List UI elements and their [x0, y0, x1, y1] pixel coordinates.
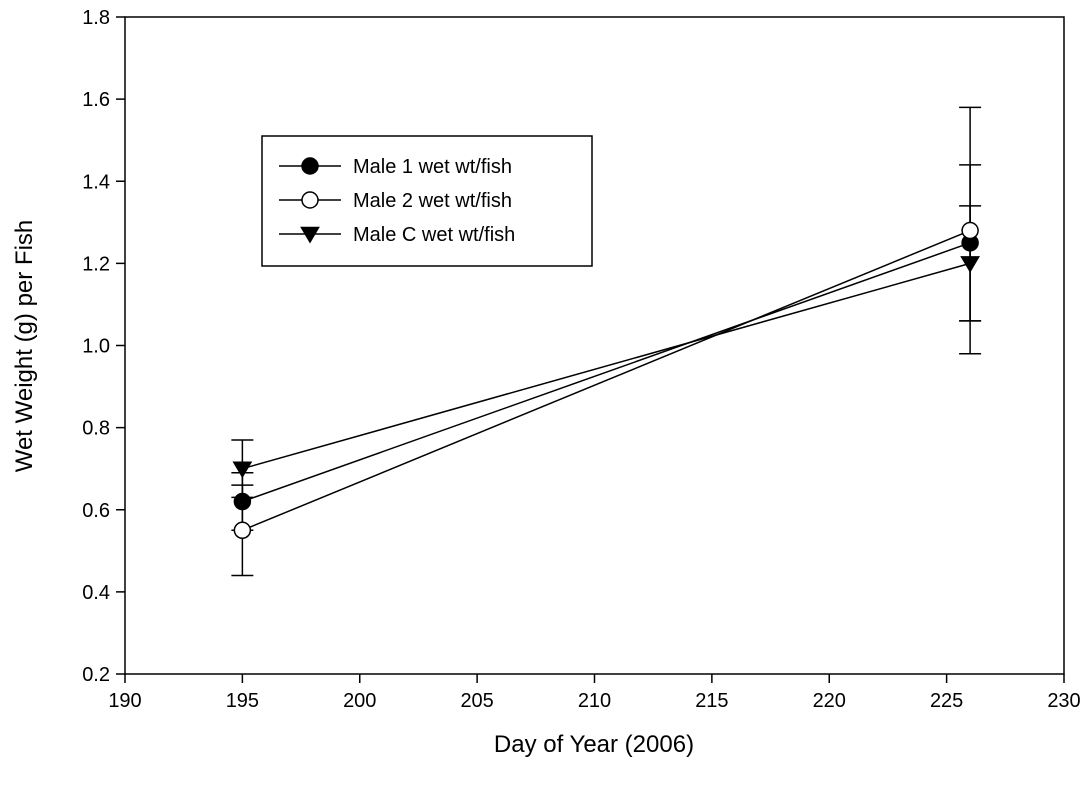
x-tick-label-200: 200: [343, 690, 376, 712]
legend-label-1: Male 1 wet wt/fish: [353, 156, 512, 178]
x-tick-label-215: 215: [695, 690, 728, 712]
x-tick-label-210: 210: [578, 690, 611, 712]
x-tick-label-230: 230: [1047, 690, 1080, 712]
y-tick-label-0.2: 0.2: [82, 664, 110, 686]
y-tick-label-1.6: 1.6: [82, 89, 110, 111]
series-line-1: [242, 242, 971, 503]
series-line-3: [242, 262, 971, 470]
data-point-s3-p2: [960, 256, 980, 273]
data-point-s3-p1: [232, 461, 253, 479]
y-axis-title: Wet Weight (g) per Fish: [11, 220, 38, 473]
y-tick-label-0.6: 0.6: [82, 500, 110, 522]
legend-marker-2: [301, 191, 319, 209]
axes: 190 195 200 205 210 215 220 225 230 0.2 0.4 0.6 0.8 1…: [82, 7, 1081, 712]
legend-label-3: Male C wet wt/fish: [353, 224, 515, 246]
x-tick-label-195: 195: [226, 690, 259, 712]
x-tick-label-220: 220: [813, 690, 846, 712]
data-point-s1-p1: [233, 492, 252, 511]
series-line-2: [242, 229, 971, 531]
x-tick-label-190: 190: [108, 690, 141, 712]
y-tick-label-0.4: 0.4: [82, 582, 110, 604]
y-tick-label-0.8: 0.8: [82, 418, 110, 440]
x-axis-title: Day of Year (2006): [494, 731, 694, 758]
data-point-s2-p1: [233, 521, 252, 540]
series-lines: [242, 229, 971, 531]
x-tick-label-205: 205: [460, 690, 493, 712]
x-tick-label-225: 225: [930, 690, 963, 712]
legend-marker-1: [301, 157, 319, 175]
legend: Male 1 wet wt/fish Male 2 wet wt/fish Male…: [261, 135, 593, 267]
y-tick-label-1.8: 1.8: [82, 7, 110, 29]
y-tick-label-1.2: 1.2: [82, 253, 110, 275]
markers: [232, 221, 980, 540]
legend-marker-3: [300, 226, 320, 244]
plot-frame: [124, 16, 1065, 675]
data-point-s2-p2: [961, 221, 979, 240]
y-tick-label-1.0: 1.0: [82, 336, 110, 358]
legend-label-2: Male 2 wet wt/fish: [353, 190, 512, 212]
y-tick-label-1.4: 1.4: [82, 171, 110, 193]
series-layer: [231, 106, 982, 577]
